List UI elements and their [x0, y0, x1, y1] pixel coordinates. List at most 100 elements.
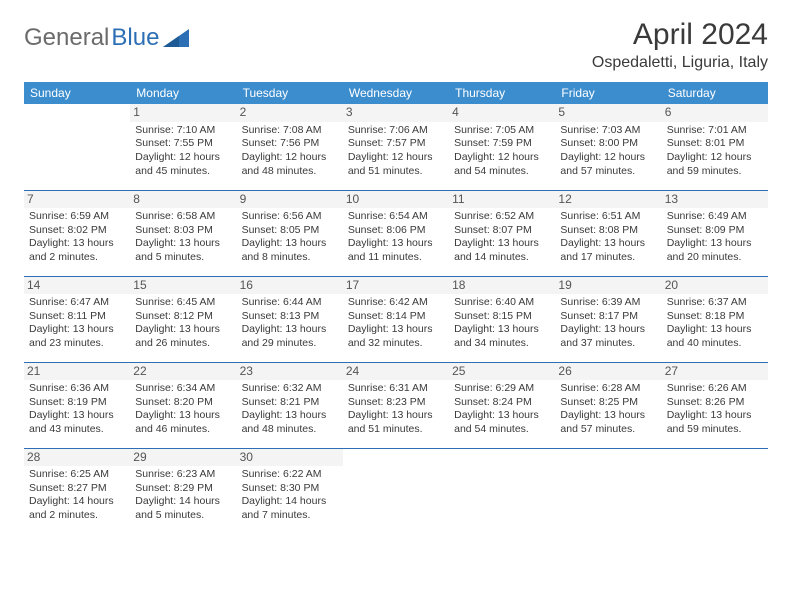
daylight-text: Daylight: 12 hours and 57 minutes.: [560, 151, 656, 178]
day-number: 25: [449, 363, 555, 381]
day-number: 9: [237, 191, 343, 209]
sunset-text: Sunset: 8:19 PM: [29, 396, 125, 410]
sunrise-text: Sunrise: 6:51 AM: [560, 210, 656, 224]
day-number: 28: [24, 449, 130, 467]
calendar-cell: 10Sunrise: 6:54 AMSunset: 8:06 PMDayligh…: [343, 190, 449, 276]
title-block: April 2024 Ospedaletti, Liguria, Italy: [592, 18, 768, 72]
sunset-text: Sunset: 8:06 PM: [348, 224, 444, 238]
daylight-text: Daylight: 14 hours and 2 minutes.: [29, 495, 125, 522]
day-header: Tuesday: [237, 82, 343, 104]
day-number: 11: [449, 191, 555, 209]
sunrise-text: Sunrise: 6:39 AM: [560, 296, 656, 310]
calendar-cell: 22Sunrise: 6:34 AMSunset: 8:20 PMDayligh…: [130, 362, 236, 448]
daylight-text: Daylight: 13 hours and 43 minutes.: [29, 409, 125, 436]
sunset-text: Sunset: 8:25 PM: [560, 396, 656, 410]
calendar-cell: 7Sunrise: 6:59 AMSunset: 8:02 PMDaylight…: [24, 190, 130, 276]
calendar-cell: [555, 448, 661, 534]
calendar-cell: 18Sunrise: 6:40 AMSunset: 8:15 PMDayligh…: [449, 276, 555, 362]
sunset-text: Sunset: 8:21 PM: [242, 396, 338, 410]
calendar-cell: [449, 448, 555, 534]
daylight-text: Daylight: 13 hours and 5 minutes.: [135, 237, 231, 264]
daylight-text: Daylight: 13 hours and 54 minutes.: [454, 409, 550, 436]
calendar-cell: 16Sunrise: 6:44 AMSunset: 8:13 PMDayligh…: [237, 276, 343, 362]
calendar-cell: 4Sunrise: 7:05 AMSunset: 7:59 PMDaylight…: [449, 104, 555, 190]
daylight-text: Daylight: 13 hours and 57 minutes.: [560, 409, 656, 436]
day-number: 20: [662, 277, 768, 295]
sunrise-text: Sunrise: 6:22 AM: [242, 468, 338, 482]
sunrise-text: Sunrise: 6:42 AM: [348, 296, 444, 310]
day-number: 22: [130, 363, 236, 381]
daylight-text: Daylight: 13 hours and 14 minutes.: [454, 237, 550, 264]
calendar-head: SundayMondayTuesdayWednesdayThursdayFrid…: [24, 82, 768, 104]
daylight-text: Daylight: 13 hours and 29 minutes.: [242, 323, 338, 350]
sunset-text: Sunset: 8:17 PM: [560, 310, 656, 324]
calendar-cell: 6Sunrise: 7:01 AMSunset: 8:01 PMDaylight…: [662, 104, 768, 190]
sunrise-text: Sunrise: 7:06 AM: [348, 124, 444, 138]
daylight-text: Daylight: 13 hours and 8 minutes.: [242, 237, 338, 264]
day-number: [24, 104, 130, 106]
month-title: April 2024: [592, 18, 768, 52]
day-number: 12: [555, 191, 661, 209]
sunrise-text: Sunrise: 6:44 AM: [242, 296, 338, 310]
sunset-text: Sunset: 8:05 PM: [242, 224, 338, 238]
daylight-text: Daylight: 13 hours and 20 minutes.: [667, 237, 763, 264]
calendar-cell: 28Sunrise: 6:25 AMSunset: 8:27 PMDayligh…: [24, 448, 130, 534]
sunset-text: Sunset: 8:02 PM: [29, 224, 125, 238]
sunset-text: Sunset: 8:14 PM: [348, 310, 444, 324]
sunrise-text: Sunrise: 6:31 AM: [348, 382, 444, 396]
day-number: 18: [449, 277, 555, 295]
calendar-cell: 12Sunrise: 6:51 AMSunset: 8:08 PMDayligh…: [555, 190, 661, 276]
logo: GeneralBlue: [24, 18, 189, 52]
sunrise-text: Sunrise: 6:23 AM: [135, 468, 231, 482]
sunrise-text: Sunrise: 6:47 AM: [29, 296, 125, 310]
sunrise-text: Sunrise: 6:49 AM: [667, 210, 763, 224]
sunset-text: Sunset: 8:09 PM: [667, 224, 763, 238]
calendar-cell: 19Sunrise: 6:39 AMSunset: 8:17 PMDayligh…: [555, 276, 661, 362]
sunset-text: Sunset: 7:55 PM: [135, 137, 231, 151]
sunset-text: Sunset: 8:13 PM: [242, 310, 338, 324]
sunrise-text: Sunrise: 7:01 AM: [667, 124, 763, 138]
sunset-text: Sunset: 8:15 PM: [454, 310, 550, 324]
calendar-cell: [24, 104, 130, 190]
daylight-text: Daylight: 14 hours and 7 minutes.: [242, 495, 338, 522]
calendar-row: 28Sunrise: 6:25 AMSunset: 8:27 PMDayligh…: [24, 448, 768, 534]
calendar-cell: 2Sunrise: 7:08 AMSunset: 7:56 PMDaylight…: [237, 104, 343, 190]
calendar-cell: 26Sunrise: 6:28 AMSunset: 8:25 PMDayligh…: [555, 362, 661, 448]
day-number: 4: [449, 104, 555, 122]
daylight-text: Daylight: 13 hours and 40 minutes.: [667, 323, 763, 350]
calendar-body: 1Sunrise: 7:10 AMSunset: 7:55 PMDaylight…: [24, 104, 768, 534]
daylight-text: Daylight: 12 hours and 51 minutes.: [348, 151, 444, 178]
calendar-cell: 9Sunrise: 6:56 AMSunset: 8:05 PMDaylight…: [237, 190, 343, 276]
location: Ospedaletti, Liguria, Italy: [592, 54, 768, 72]
sunset-text: Sunset: 8:11 PM: [29, 310, 125, 324]
calendar-cell: 3Sunrise: 7:06 AMSunset: 7:57 PMDaylight…: [343, 104, 449, 190]
sunset-text: Sunset: 8:24 PM: [454, 396, 550, 410]
day-header: Friday: [555, 82, 661, 104]
sunrise-text: Sunrise: 6:37 AM: [667, 296, 763, 310]
calendar-table: SundayMondayTuesdayWednesdayThursdayFrid…: [24, 82, 768, 534]
calendar-cell: 5Sunrise: 7:03 AMSunset: 8:00 PMDaylight…: [555, 104, 661, 190]
daylight-text: Daylight: 13 hours and 32 minutes.: [348, 323, 444, 350]
sunrise-text: Sunrise: 6:40 AM: [454, 296, 550, 310]
day-number: 8: [130, 191, 236, 209]
calendar-cell: 17Sunrise: 6:42 AMSunset: 8:14 PMDayligh…: [343, 276, 449, 362]
day-number: 1: [130, 104, 236, 122]
calendar-cell: 15Sunrise: 6:45 AMSunset: 8:12 PMDayligh…: [130, 276, 236, 362]
sunrise-text: Sunrise: 6:26 AM: [667, 382, 763, 396]
sunrise-text: Sunrise: 7:08 AM: [242, 124, 338, 138]
sunrise-text: Sunrise: 6:32 AM: [242, 382, 338, 396]
sunrise-text: Sunrise: 6:56 AM: [242, 210, 338, 224]
calendar-cell: [343, 448, 449, 534]
daylight-text: Daylight: 13 hours and 51 minutes.: [348, 409, 444, 436]
daylight-text: Daylight: 12 hours and 48 minutes.: [242, 151, 338, 178]
sunrise-text: Sunrise: 6:29 AM: [454, 382, 550, 396]
daylight-text: Daylight: 13 hours and 26 minutes.: [135, 323, 231, 350]
daylight-text: Daylight: 13 hours and 48 minutes.: [242, 409, 338, 436]
daylight-text: Daylight: 14 hours and 5 minutes.: [135, 495, 231, 522]
calendar-row: 1Sunrise: 7:10 AMSunset: 7:55 PMDaylight…: [24, 104, 768, 190]
sunset-text: Sunset: 8:20 PM: [135, 396, 231, 410]
day-number: 6: [662, 104, 768, 122]
sunset-text: Sunset: 8:07 PM: [454, 224, 550, 238]
brand-second: Blue: [111, 24, 159, 52]
day-number: 16: [237, 277, 343, 295]
